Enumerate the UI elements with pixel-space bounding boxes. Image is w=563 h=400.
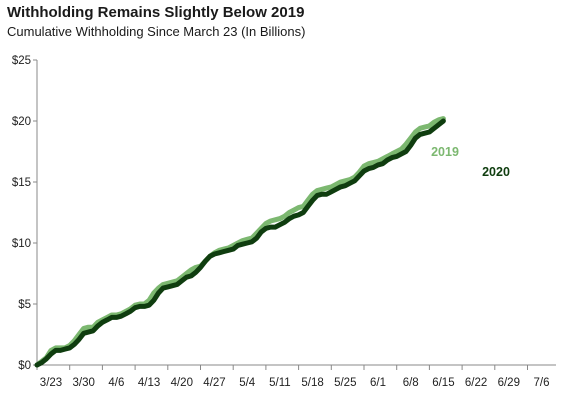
y-tick-label: $10 (12, 238, 31, 250)
y-tick-label: $5 (18, 299, 31, 311)
x-tick-label: 6/8 (403, 377, 419, 389)
x-tick-label: 4/27 (203, 377, 225, 389)
x-tick-label: 7/6 (534, 377, 550, 389)
x-tick-label: 4/13 (138, 377, 160, 389)
x-tick-label: 5/11 (269, 377, 291, 389)
x-tick-label: 4/6 (108, 377, 124, 389)
series-label-2020: 2020 (482, 165, 510, 179)
series-labels: 2019 2020 (431, 145, 510, 179)
chart-title: Withholding Remains Slightly Below 2019 (7, 4, 305, 21)
y-tick-label: $0 (18, 360, 31, 372)
x-tick-label: 5/25 (334, 377, 356, 389)
y-tick-label: $20 (12, 116, 31, 128)
x-tick-label: 5/18 (301, 377, 323, 389)
y-tick-label: $25 (12, 55, 31, 67)
series-group (34, 116, 446, 368)
series-label-2019: 2019 (431, 145, 459, 159)
chart-subtitle: Cumulative Withholding Since March 23 (I… (7, 24, 306, 39)
axes: $0 $5 $10 $15 $20 $25 3/23 3/30 4/6 4/13 4/20 4/27 5… (12, 55, 556, 389)
x-tick-label: 4/20 (171, 377, 193, 389)
x-tick-label: 5/4 (239, 377, 256, 389)
x-tick-label: 3/30 (73, 377, 95, 389)
x-tick-label: 6/22 (465, 377, 487, 389)
x-tick-label: 3/23 (40, 377, 62, 389)
series-line-2020 (34, 118, 446, 368)
x-tick-label: 6/1 (370, 377, 386, 389)
x-tick-label: 6/15 (432, 377, 454, 389)
x-tick-label: 6/29 (498, 377, 520, 389)
y-tick-label: $15 (12, 177, 31, 189)
